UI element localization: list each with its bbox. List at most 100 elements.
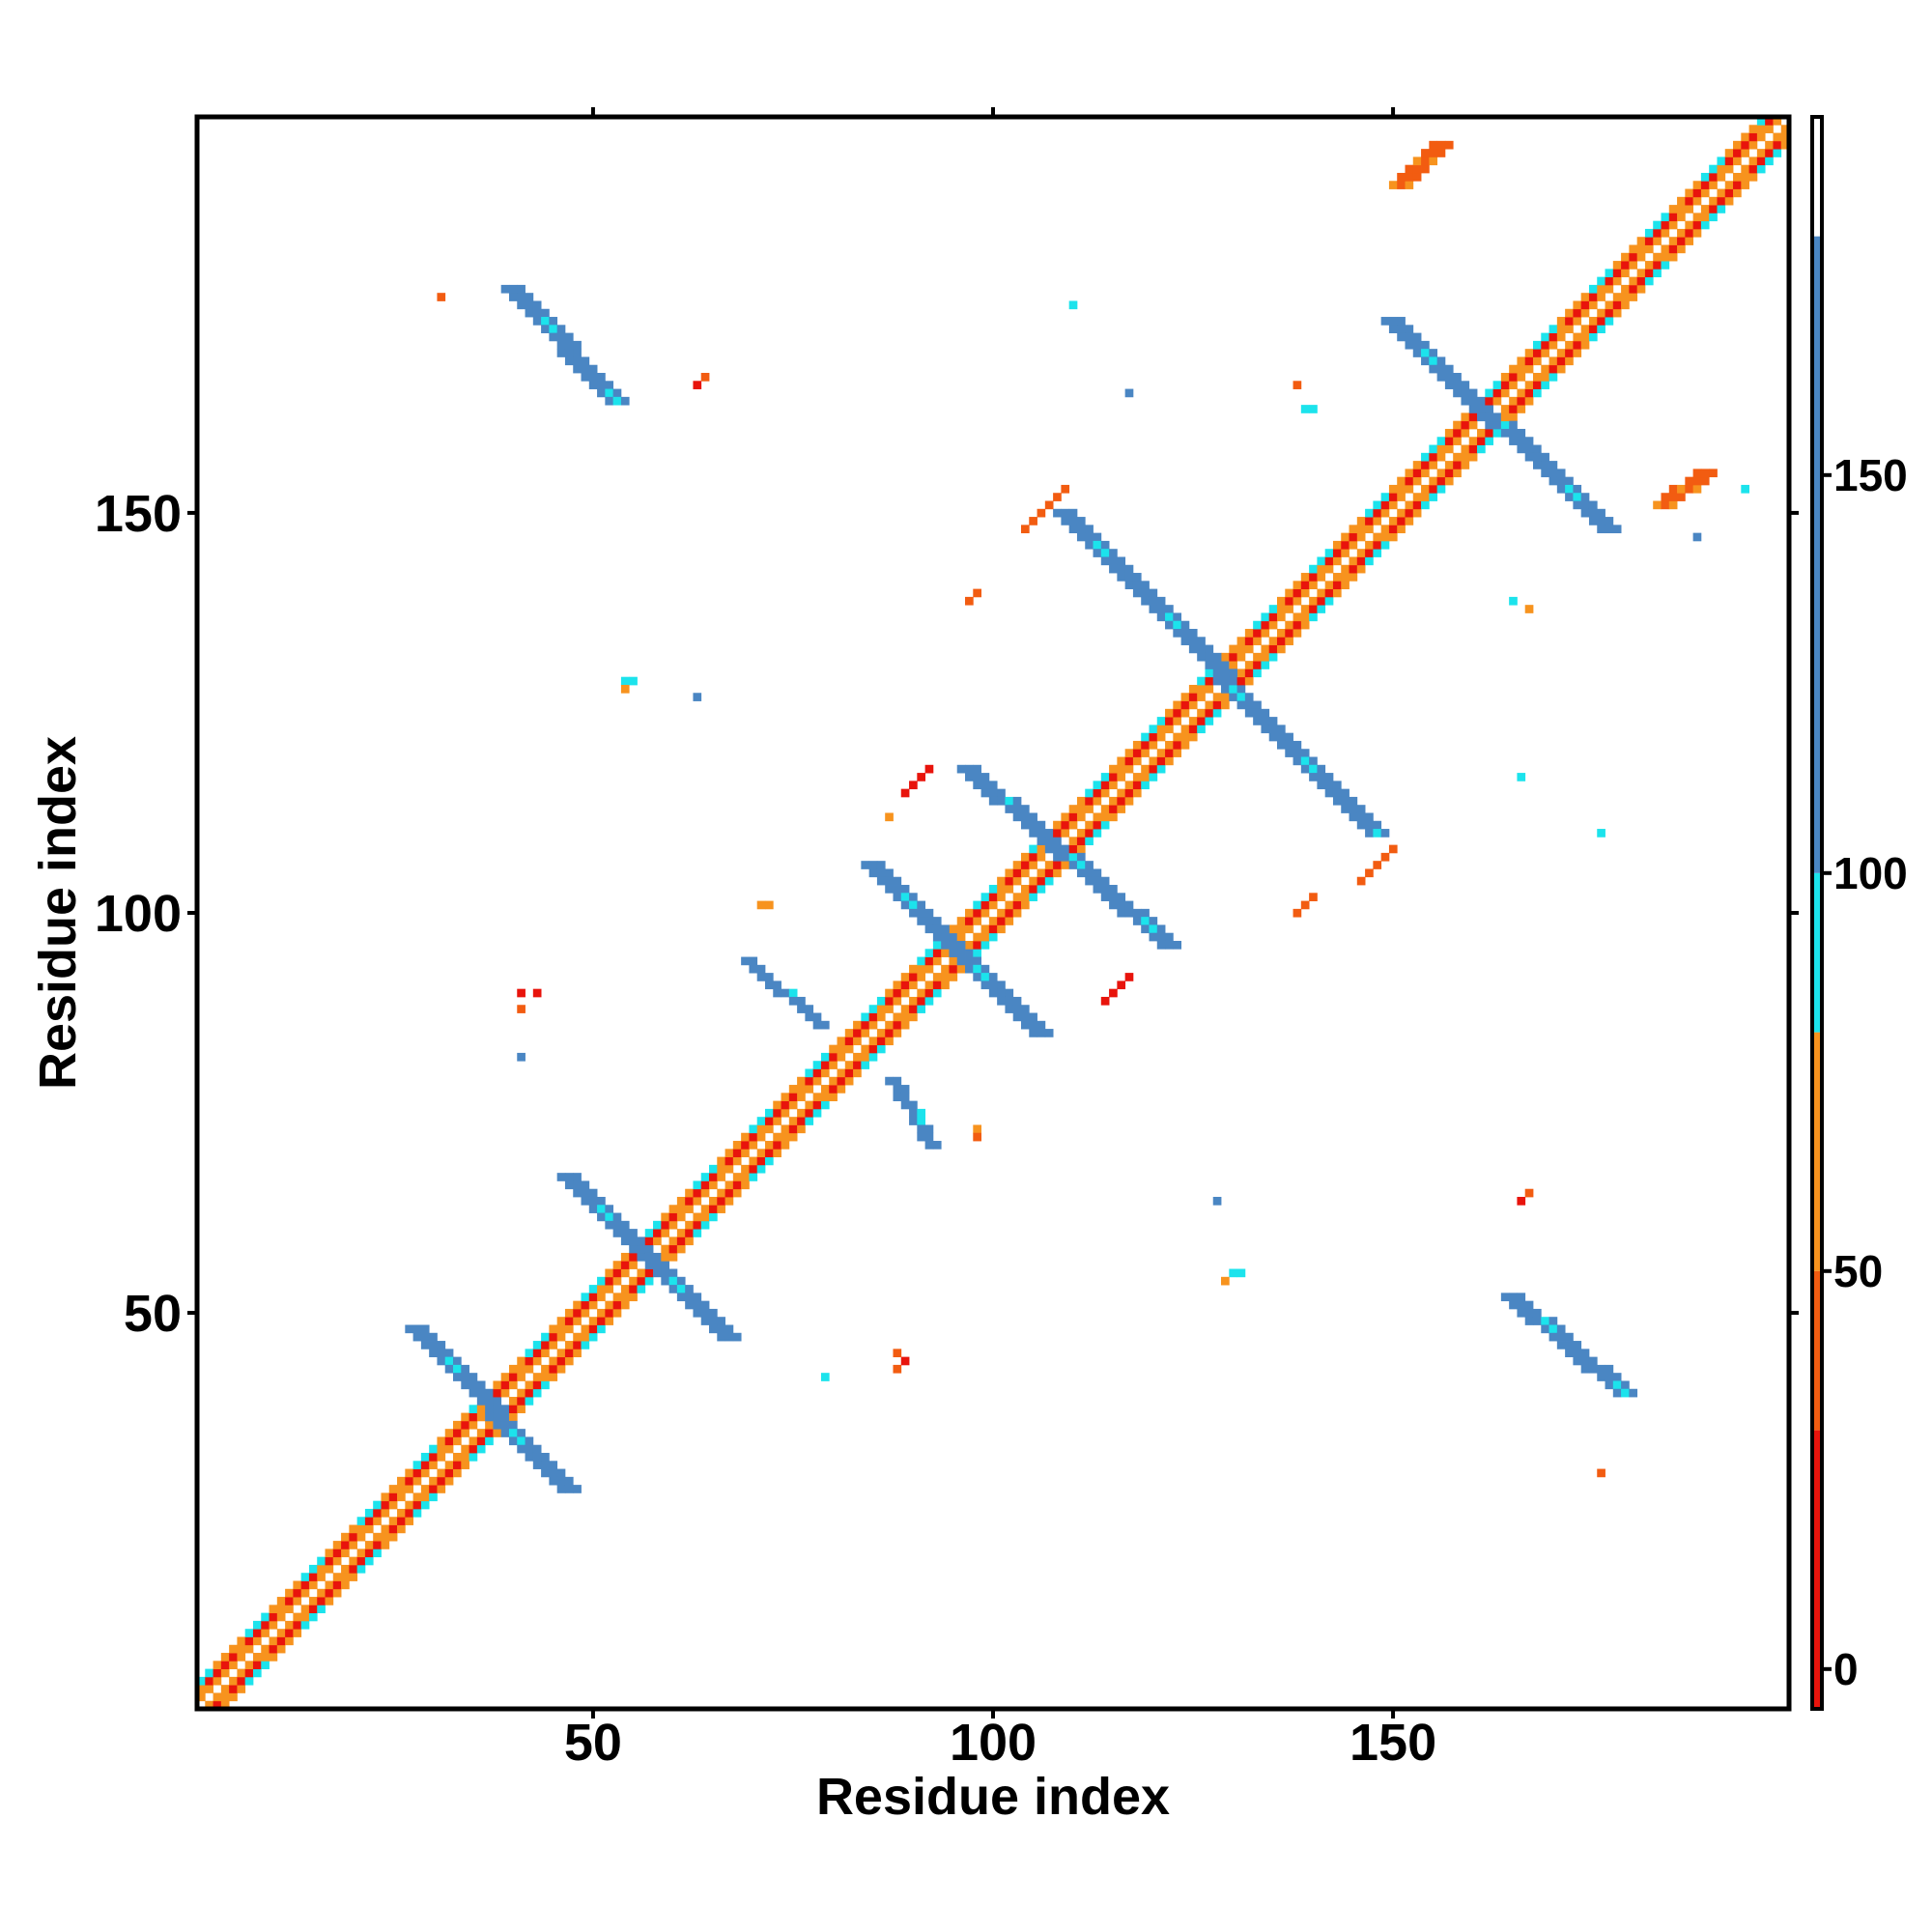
heatmap-cell bbox=[1524, 437, 1534, 445]
heatmap-cell bbox=[997, 988, 1006, 998]
heatmap-cell bbox=[1429, 140, 1438, 150]
heatmap-cell bbox=[1421, 469, 1430, 478]
heatmap-cell bbox=[1012, 796, 1022, 806]
heatmap-cell bbox=[1141, 764, 1150, 774]
heatmap-cell bbox=[1180, 700, 1190, 710]
heatmap-cell bbox=[444, 1349, 454, 1358]
heatmap-cell bbox=[1212, 700, 1222, 710]
heatmap-cell bbox=[1012, 1005, 1022, 1013]
heatmap-cell bbox=[1724, 188, 1734, 198]
heatmap-cell bbox=[1117, 980, 1126, 990]
heatmap-cell bbox=[549, 1373, 558, 1381]
heatmap-cell bbox=[373, 1500, 382, 1510]
heatmap-cell bbox=[420, 1500, 430, 1510]
heatmap-cell bbox=[1485, 405, 1493, 413]
heatmap-cell bbox=[493, 1380, 502, 1390]
heatmap-cell bbox=[1068, 852, 1078, 862]
heatmap-cell bbox=[893, 1085, 902, 1094]
heatmap-cell bbox=[508, 1429, 518, 1437]
heatmap-cell bbox=[717, 1317, 725, 1325]
heatmap-cell bbox=[829, 1093, 838, 1102]
heatmap-cell bbox=[325, 1564, 334, 1574]
heatmap-cell bbox=[973, 773, 981, 781]
y-axis-title: Residue index bbox=[29, 736, 87, 1090]
heatmap-cell bbox=[1020, 852, 1030, 862]
heatmap-cell bbox=[1165, 940, 1174, 950]
heatmap-cell bbox=[412, 1324, 422, 1334]
heatmap-cell bbox=[1124, 796, 1134, 806]
heatmap-cell bbox=[773, 1132, 781, 1142]
heatmap-cell bbox=[1100, 893, 1110, 901]
heatmap-cell bbox=[485, 1420, 494, 1430]
heatmap-cell bbox=[1597, 829, 1605, 838]
heatmap-cell bbox=[261, 1620, 270, 1630]
heatmap-cell bbox=[1405, 476, 1414, 486]
heatmap-cell bbox=[980, 940, 990, 950]
heatmap-cell bbox=[1421, 340, 1430, 350]
heatmap-cell bbox=[805, 1108, 814, 1118]
heatmap-cell bbox=[453, 1452, 462, 1462]
heatmap-cell bbox=[1677, 493, 1686, 501]
heatmap-cell bbox=[261, 1653, 270, 1662]
heatmap-cell bbox=[1221, 700, 1230, 710]
heatmap-cell bbox=[244, 1668, 254, 1678]
heatmap-cell bbox=[988, 893, 998, 901]
heatmap-cell bbox=[397, 1492, 406, 1502]
heatmap-cell bbox=[724, 1164, 734, 1174]
heatmap-cell bbox=[1397, 517, 1406, 526]
heatmap-cell bbox=[1236, 676, 1246, 686]
heatmap-cell bbox=[1444, 364, 1454, 374]
heatmap-cell bbox=[749, 1173, 758, 1181]
heatmap-cell bbox=[612, 1212, 622, 1222]
heatmap-cell bbox=[285, 1636, 294, 1646]
heatmap-cell bbox=[1068, 508, 1078, 518]
heatmap-cell bbox=[773, 1100, 781, 1110]
heatmap-cell bbox=[1612, 308, 1622, 318]
heatmap-cell bbox=[1421, 500, 1430, 510]
heatmap-cell bbox=[1253, 708, 1262, 718]
heatmap-cell bbox=[1180, 708, 1190, 718]
heatmap-cell bbox=[588, 1293, 598, 1302]
heatmap-cell bbox=[1700, 188, 1710, 198]
heatmap-cell bbox=[1756, 132, 1766, 142]
heatmap-cell bbox=[1397, 484, 1406, 494]
heatmap-cell bbox=[1477, 437, 1486, 445]
heatmap-cell bbox=[1093, 796, 1102, 806]
heatmap-cell bbox=[1085, 525, 1094, 534]
heatmap-cell bbox=[1341, 581, 1350, 589]
heatmap-cell bbox=[644, 1261, 654, 1269]
heatmap-cell bbox=[1349, 805, 1358, 813]
heatmap-cell bbox=[1588, 1356, 1598, 1366]
heatmap-cell bbox=[1756, 156, 1766, 166]
heatmap-cell bbox=[1597, 1364, 1605, 1374]
heatmap-cell bbox=[1685, 220, 1694, 230]
heatmap-cell bbox=[1541, 452, 1549, 462]
heatmap-cell bbox=[1076, 517, 1086, 526]
heatmap-cell bbox=[1132, 581, 1142, 589]
heatmap-cell bbox=[1093, 885, 1102, 894]
heatmap-cell bbox=[1156, 724, 1166, 734]
heatmap-cell bbox=[500, 284, 510, 294]
heatmap-cell bbox=[588, 1196, 598, 1206]
heatmap-cell bbox=[1380, 829, 1390, 838]
heatmap-cell bbox=[1100, 876, 1110, 886]
heatmap-cell bbox=[1068, 805, 1078, 813]
heatmap-cell bbox=[1605, 308, 1614, 318]
heatmap-cell bbox=[1444, 373, 1454, 382]
heatmap-cell bbox=[1109, 773, 1118, 781]
heatmap-cell bbox=[453, 1468, 462, 1478]
heatmap-cell bbox=[693, 1196, 702, 1206]
colorbar-tick-label: 150 bbox=[1833, 450, 1908, 500]
heatmap-cell bbox=[1548, 1317, 1558, 1325]
heatmap-cell bbox=[1309, 564, 1318, 574]
heatmap-cell bbox=[1444, 437, 1454, 445]
heatmap-cell bbox=[1076, 796, 1086, 806]
heatmap-cell bbox=[588, 364, 598, 374]
heatmap-cell bbox=[1029, 893, 1037, 901]
heatmap-cell bbox=[941, 924, 950, 934]
heatmap-cell bbox=[820, 1373, 830, 1381]
heatmap-cell bbox=[900, 1005, 910, 1013]
heatmap-cell bbox=[293, 1612, 302, 1622]
heatmap-cell bbox=[876, 876, 886, 886]
